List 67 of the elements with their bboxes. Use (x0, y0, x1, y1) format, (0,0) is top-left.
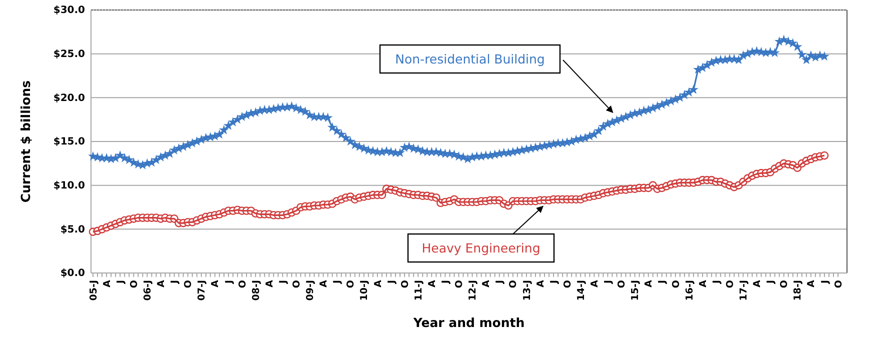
x-tick-label: A (318, 279, 330, 288)
x-tick-label: 10-J (359, 280, 370, 301)
x-tick-label: 16-J (684, 280, 696, 301)
x-tick-label: O (183, 280, 194, 288)
x-tick-label: A (698, 279, 709, 288)
x-tick-label: 11-J (413, 280, 424, 301)
x-tick-label: O (128, 280, 140, 288)
x-tick-label: O (562, 280, 574, 288)
x-tick-label: O (779, 280, 790, 288)
x-tick-label: A (590, 279, 601, 288)
y-axis-title: Current $ billions (18, 80, 33, 203)
x-tick-label: O (724, 280, 736, 288)
x-tick-label: 12-J (468, 280, 479, 301)
x-tick-label: O (454, 280, 466, 288)
x-tick-label: 07-J (196, 280, 208, 301)
x-tick-label: 17-J (738, 280, 750, 301)
text: Heavy Engineering (422, 240, 540, 256)
x-tick-label: J (494, 280, 506, 285)
x-tick-label: J (657, 280, 668, 285)
x-tick-label: 15-J (630, 280, 642, 301)
x-tick-label: J (440, 280, 452, 285)
x-tick-label: J (278, 280, 289, 285)
y-tick-label: $25.0 (53, 49, 86, 60)
y-tick-label: $30.0 (53, 5, 86, 16)
x-tick-label: 18-J (792, 280, 804, 301)
x-tick-label: J (711, 280, 722, 285)
x-tick-label: J (603, 280, 614, 285)
x-tick-label: A (264, 279, 276, 288)
x-tick-label: A (156, 279, 168, 288)
x-tick-label: A (102, 279, 113, 288)
x-tick-label: O (346, 280, 357, 288)
x-tick-label: O (833, 280, 844, 288)
x-tick-label: O (616, 280, 628, 288)
x-tick-label: O (400, 280, 411, 288)
x-tick-label: 14-J (576, 280, 587, 301)
x-tick-label: 05-J (88, 280, 100, 301)
text: Non-residential Building (395, 51, 545, 66)
x-tick-label: 13-J (522, 280, 533, 301)
x-tick-label: A (535, 279, 546, 288)
x-tick-label: A (806, 279, 818, 288)
y-tick-label: $10.0 (53, 180, 86, 192)
x-tick-label: A (752, 279, 764, 288)
x-tick-label: J (332, 280, 344, 285)
x-tick-label: J (766, 280, 777, 285)
x-tick-label: J (820, 280, 831, 285)
x-tick-label: O (292, 280, 303, 288)
x-tick-label: O (670, 280, 682, 288)
x-tick-label: A (426, 279, 438, 288)
x-tick-label: J (224, 280, 235, 285)
y-tick-label: $5.0 (60, 224, 86, 236)
y-tick-label: $0.0 (60, 268, 86, 280)
y-tick-label: $15.0 (53, 136, 86, 148)
x-tick-label: O (237, 280, 248, 288)
y-tick-label: $20.0 (53, 92, 86, 104)
x-tick-label: A (372, 279, 384, 288)
x-tick-label: A (210, 279, 222, 288)
x-tick-label: J (386, 280, 398, 285)
x-axis-title: Year and month (412, 315, 525, 330)
x-tick-label: A (481, 279, 492, 288)
x-tick-label: 06-J (142, 280, 154, 301)
x-tick-label: O (508, 280, 520, 288)
x-tick-label: A (644, 279, 655, 288)
x-tick-label: 08-J (250, 280, 262, 301)
x-tick-label: J (170, 280, 181, 285)
x-tick-label: J (548, 280, 560, 285)
x-tick-label: 09-J (305, 280, 316, 301)
x-tick-label: J (115, 280, 126, 285)
